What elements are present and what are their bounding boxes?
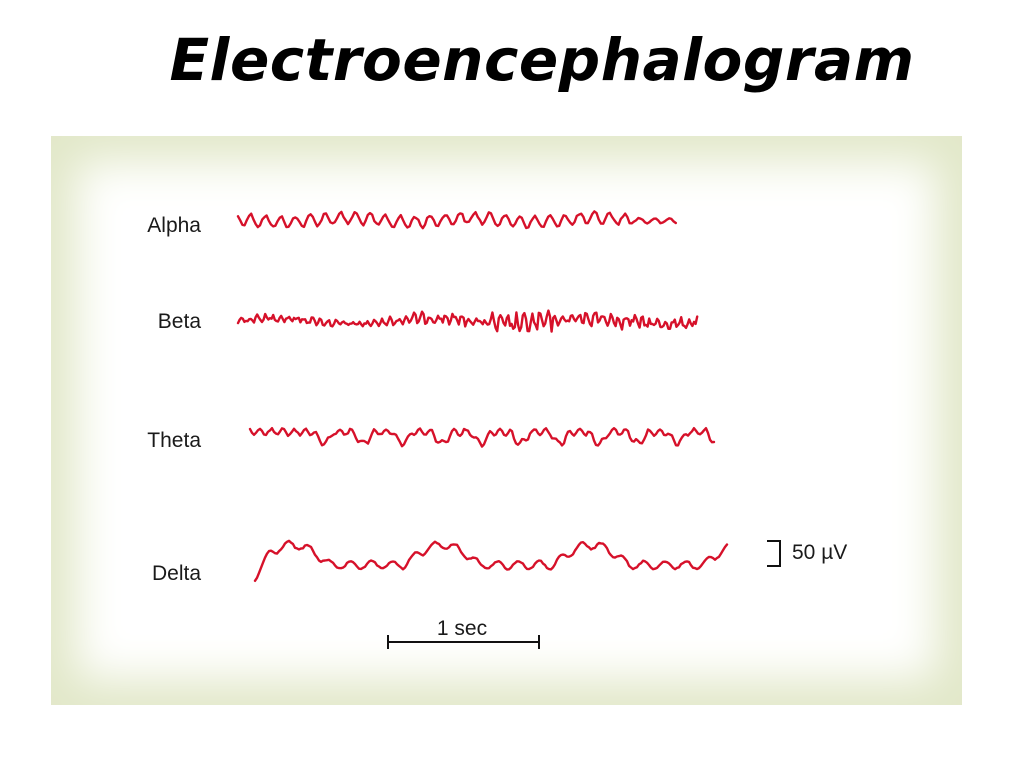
amplitude-scale-label: 50 µV — [792, 541, 847, 564]
amplitude-bracket — [767, 540, 781, 567]
time-scale-bar: 1 sec — [387, 617, 540, 649]
theta-label: Theta — [147, 429, 201, 452]
theta-wave-trace — [248, 427, 716, 448]
eeg-waveform-diagram: Alpha Beta Theta Delta 50 µV 1 sec — [147, 210, 847, 649]
beta-label: Beta — [158, 310, 202, 333]
alpha-label: Alpha — [147, 214, 201, 237]
slide-title: Electroencephalogram — [169, 26, 915, 94]
time-scale-label: 1 sec — [437, 617, 487, 640]
eeg-figure: Alpha Beta Theta Delta 50 µV 1 sec — [51, 136, 962, 705]
delta-wave-trace — [253, 539, 729, 582]
beta-wave-trace — [236, 309, 699, 333]
alpha-wave-trace — [236, 210, 677, 230]
delta-label: Delta — [152, 562, 201, 585]
amplitude-scale-bar: 50 µV — [767, 540, 847, 567]
